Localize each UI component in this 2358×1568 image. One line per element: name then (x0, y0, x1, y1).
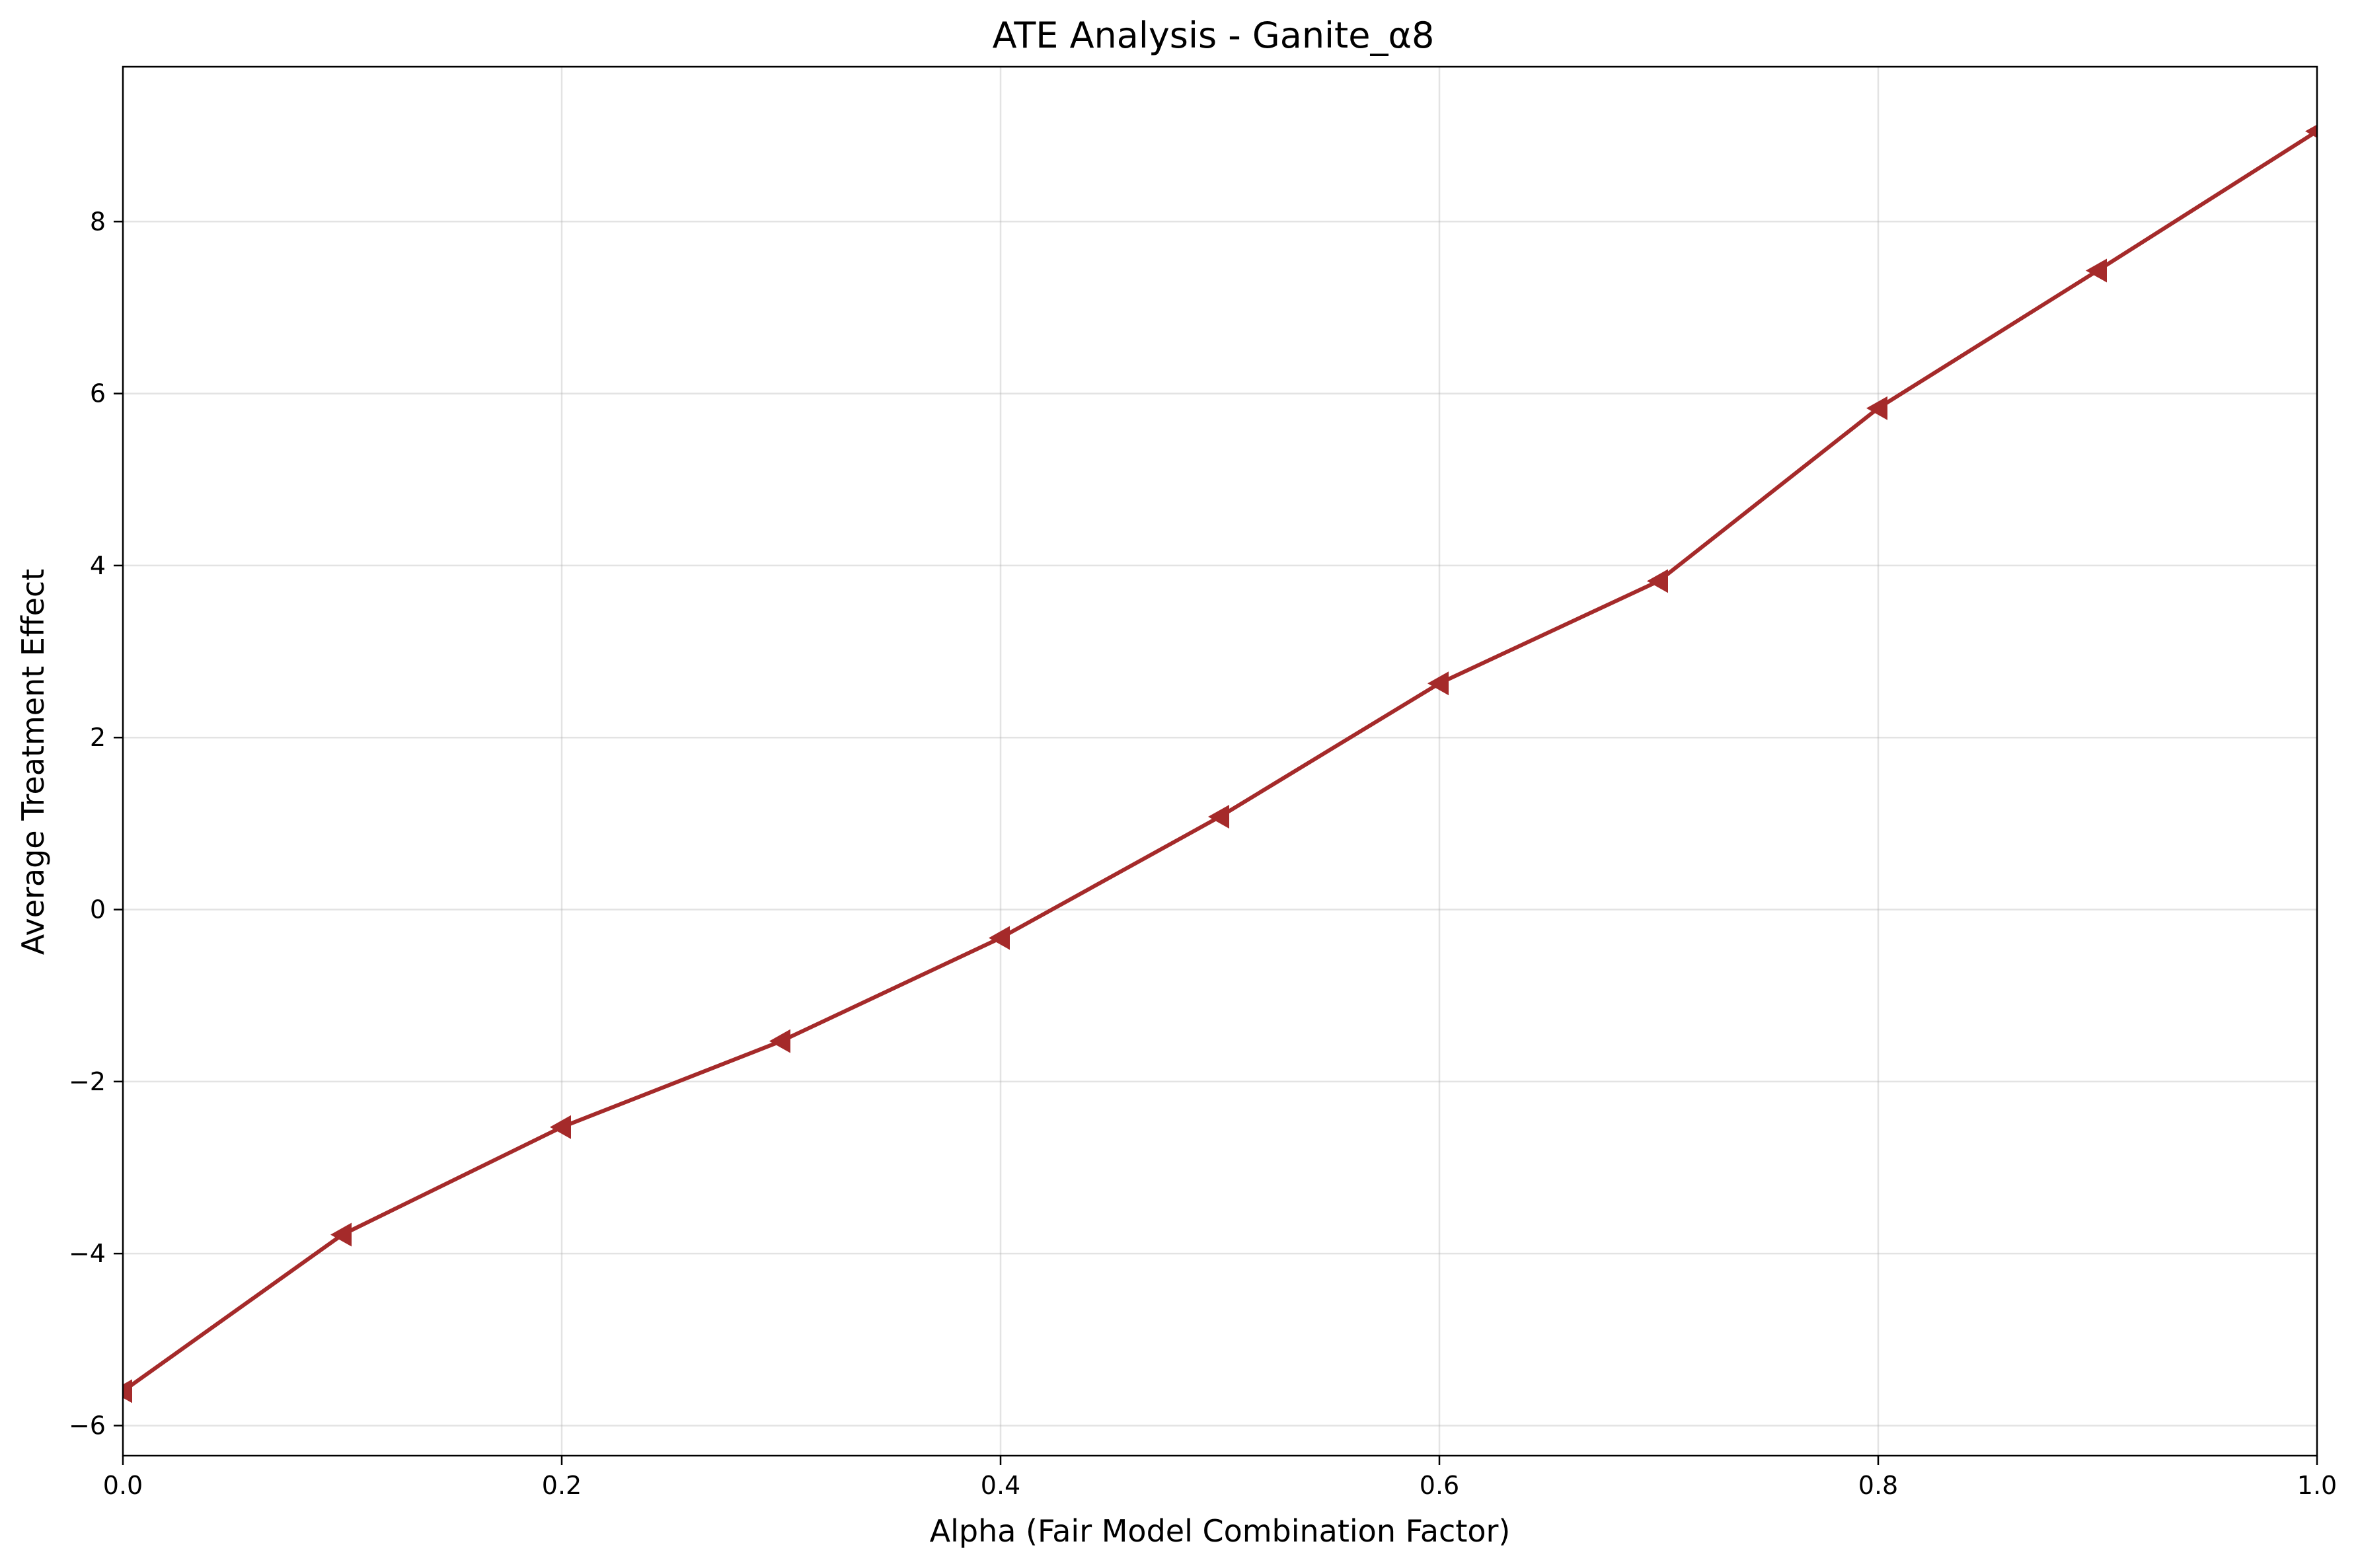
data-point-marker (123, 1379, 132, 1403)
x-tick-label: 0.4 (981, 1471, 1020, 1500)
y-tick-label: 6 (90, 379, 106, 408)
y-tick-label: −6 (69, 1411, 106, 1440)
x-tick-label: 0.2 (542, 1471, 582, 1500)
data-point-marker (1866, 396, 1887, 420)
data-point-marker (1208, 804, 1229, 829)
x-axis: 0.0 0.2 0.4 0.6 0.8 1.0 (103, 1456, 2337, 1500)
x-tick-label: 1.0 (2297, 1471, 2337, 1500)
x-tick-label: 0.0 (103, 1471, 143, 1500)
y-tick-label: 0 (90, 895, 106, 924)
data-point-marker (330, 1222, 352, 1247)
x-tick-label: 0.6 (1420, 1471, 1459, 1500)
data-point-marker (1647, 569, 1668, 593)
y-axis: −6 −4 −2 0 2 4 6 8 (69, 207, 123, 1440)
data-point-marker (2086, 258, 2107, 283)
data-point-marker (989, 926, 1010, 950)
data-point-marker (550, 1115, 571, 1139)
x-axis-label: Alpha (Fair Model Combination Factor) (930, 1513, 1511, 1549)
y-tick-label: 4 (90, 551, 106, 580)
y-axis-label: Average Treatment Effect (15, 569, 51, 955)
data-point-marker (769, 1029, 790, 1053)
data-point-marker (1427, 671, 1449, 696)
data-point-marker (2305, 124, 2317, 138)
chart-title: ATE Analysis - Ganite_α8 (993, 15, 1435, 56)
x-tick-label: 0.8 (1858, 1471, 1898, 1500)
y-tick-label: 2 (90, 723, 106, 752)
y-tick-label: −4 (69, 1239, 106, 1268)
y-tick-label: −2 (69, 1067, 106, 1096)
series-layer (123, 124, 2317, 1403)
plot-frame (122, 65, 2318, 1457)
y-tick-label: 8 (90, 207, 106, 236)
